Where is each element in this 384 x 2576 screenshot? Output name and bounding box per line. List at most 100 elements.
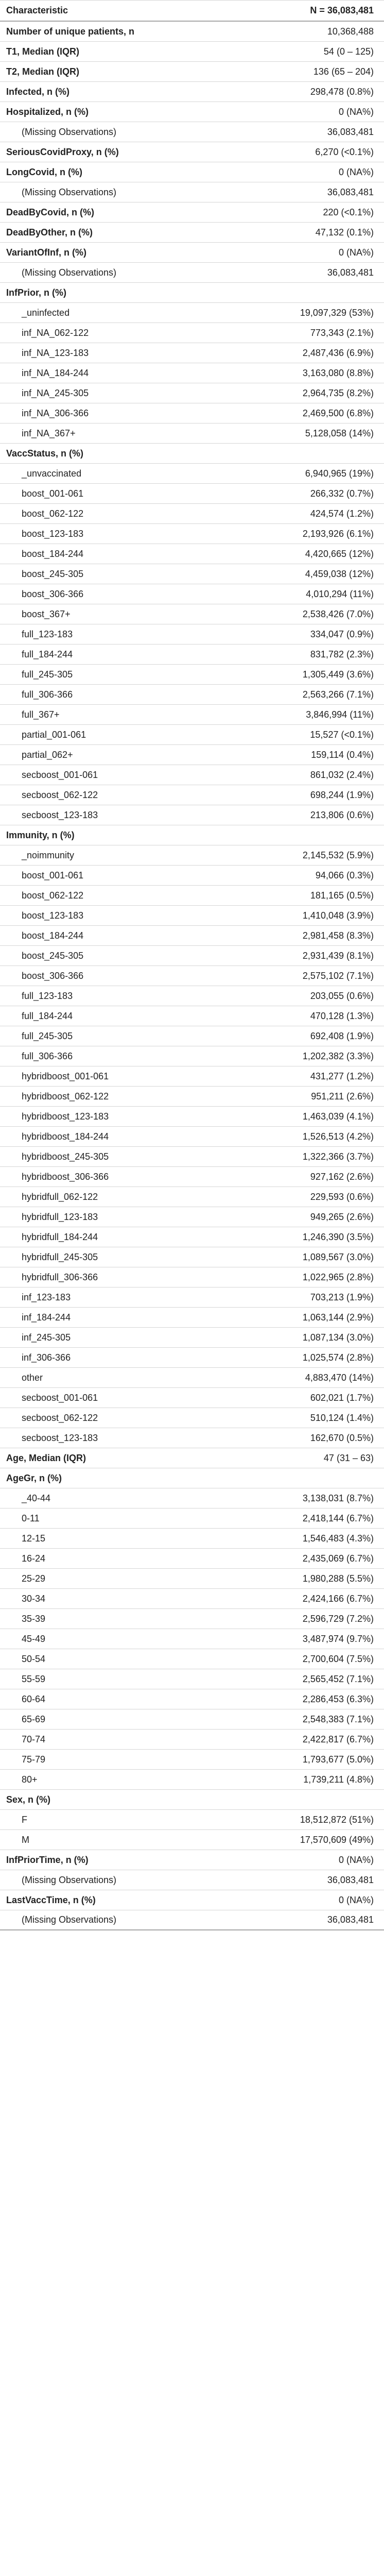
- row-label: boost_306-366: [22, 588, 84, 599]
- row-label: full_245-305: [22, 669, 73, 680]
- row-label: full_123-183: [22, 990, 73, 1001]
- row-value: 266,332 (0.7%): [310, 488, 374, 499]
- row-value: 3,487,974 (9.7%): [302, 1633, 374, 1644]
- row-value: 2,548,383 (7.1%): [302, 1714, 374, 1724]
- table-row: 80+ 1,739,211 (4.8%): [0, 1770, 384, 1790]
- row-label: boost_123-183: [22, 910, 84, 921]
- row-value: 1,087,134 (3.0%): [302, 1332, 374, 1343]
- table-row: _40-44 3,138,031 (8.7%): [0, 1488, 384, 1509]
- table-row: 16-24 2,435,069 (6.7%): [0, 1549, 384, 1569]
- row-value: 2,487,436 (6.9%): [302, 347, 374, 358]
- row-value: 54 (0 – 125): [323, 46, 374, 57]
- table-row: Sex, n (%): [0, 1790, 384, 1810]
- table-row: (Missing Observations) 36,083,481: [0, 122, 384, 142]
- table-row: secboost_062-122 510,124 (1.4%): [0, 1408, 384, 1428]
- table-row: _unvaccinated 6,940,965 (19%): [0, 464, 384, 484]
- row-label: boost_367+: [22, 608, 71, 619]
- row-label: hybridboost_245-305: [22, 1151, 109, 1162]
- table-row: full_123-183 334,047 (0.9%): [0, 624, 384, 645]
- row-value: 4,883,470 (14%): [305, 1372, 374, 1383]
- table-row: hybridboost_123-183 1,463,039 (4.1%): [0, 1107, 384, 1127]
- row-value: 773,343 (2.1%): [310, 327, 374, 338]
- row-label: VariantOfInf, n (%): [6, 247, 87, 258]
- table-row: secboost_001-061 861,032 (2.4%): [0, 765, 384, 785]
- row-value: 0 (NA%): [338, 1894, 374, 1905]
- row-label: inf_NA_306-366: [22, 408, 89, 418]
- summary-table: Characteristic N = 36,083,481 Number of …: [0, 0, 384, 1930]
- row-value: 162,670 (0.5%): [310, 1432, 374, 1443]
- row-value: 213,806 (0.6%): [310, 809, 374, 820]
- table-row: inf_NA_245-305 2,964,735 (8.2%): [0, 383, 384, 403]
- row-value: 4,420,665 (12%): [305, 548, 374, 559]
- row-label: Sex, n (%): [6, 1794, 51, 1805]
- row-value: 949,265 (2.6%): [310, 1211, 374, 1222]
- row-label: hybridfull_184-244: [22, 1231, 98, 1242]
- row-label: boost_001-061: [22, 870, 84, 880]
- row-label: 55-59: [22, 1673, 46, 1684]
- row-label: LongCovid, n (%): [6, 166, 82, 177]
- row-label: hybridfull_123-183: [22, 1211, 98, 1222]
- row-value: 692,408 (1.9%): [310, 1030, 374, 1041]
- row-value: 1,526,513 (4.2%): [302, 1131, 374, 1142]
- row-label: inf_NA_245-305: [22, 387, 89, 398]
- row-label: Number of unique patients, n: [6, 26, 135, 37]
- row-value: 10,368,488: [327, 26, 374, 37]
- table-row: boost_062-122 181,165 (0.5%): [0, 886, 384, 906]
- row-label: inf_123-183: [22, 1292, 71, 1302]
- row-value: 3,138,031 (8.7%): [302, 1493, 374, 1503]
- row-label: Immunity, n (%): [6, 829, 75, 840]
- table-row: partial_062+ 159,114 (0.4%): [0, 745, 384, 765]
- table-row: full_306-366 1,202,382 (3.3%): [0, 1046, 384, 1066]
- row-value: 181,165 (0.5%): [310, 890, 374, 901]
- row-value: 1,246,390 (3.5%): [302, 1231, 374, 1242]
- table-row: (Missing Observations) 36,083,481: [0, 182, 384, 202]
- row-label: secboost_062-122: [22, 1412, 98, 1423]
- table-row: SeriousCovidProxy, n (%) 6,270 (<0.1%): [0, 142, 384, 162]
- table-row: inf_306-366 1,025,574 (2.8%): [0, 1348, 384, 1368]
- row-label: F: [22, 1814, 27, 1825]
- row-value: 18,512,872 (51%): [300, 1814, 374, 1825]
- row-value: 47 (31 – 63): [323, 1452, 374, 1463]
- table-row: boost_367+ 2,538,426 (7.0%): [0, 604, 384, 624]
- table-row: (Missing Observations) 36,083,481: [0, 1910, 384, 1930]
- table-row: 65-69 2,548,383 (7.1%): [0, 1709, 384, 1730]
- row-label: LastVaccTime, n (%): [6, 1894, 96, 1905]
- row-label: secboost_001-061: [22, 769, 98, 780]
- row-label: boost_306-366: [22, 970, 84, 981]
- row-label: full_367+: [22, 709, 60, 720]
- table-row: full_184-244 831,782 (2.3%): [0, 645, 384, 665]
- table-row: inf_NA_123-183 2,487,436 (6.9%): [0, 343, 384, 363]
- table-row: inf_NA_306-366 2,469,500 (6.8%): [0, 403, 384, 423]
- row-label: hybridboost_184-244: [22, 1131, 109, 1142]
- row-value: 2,563,266 (7.1%): [302, 689, 374, 700]
- row-value: 1,546,483 (4.3%): [302, 1533, 374, 1544]
- row-label: (Missing Observations): [22, 187, 117, 197]
- table-row: 60-64 2,286,453 (6.3%): [0, 1689, 384, 1709]
- row-label: 50-54: [22, 1653, 46, 1664]
- row-label: VaccStatus, n (%): [6, 448, 84, 459]
- row-value: 831,782 (2.3%): [310, 649, 374, 659]
- table-row: 0-11 2,418,144 (6.7%): [0, 1509, 384, 1529]
- row-label: 25-29: [22, 1573, 46, 1584]
- row-value: 229,593 (0.6%): [310, 1191, 374, 1202]
- table-row: boost_306-366 2,575,102 (7.1%): [0, 966, 384, 986]
- table-row: Number of unique patients, n 10,368,488: [0, 22, 384, 42]
- table-row: hybridfull_062-122 229,593 (0.6%): [0, 1187, 384, 1207]
- table-row: LastVaccTime, n (%) 0 (NA%): [0, 1890, 384, 1910]
- table-row: LongCovid, n (%) 0 (NA%): [0, 162, 384, 182]
- table-row: hybridboost_001-061 431,277 (1.2%): [0, 1066, 384, 1087]
- table-row: hybridboost_306-366 927,162 (2.6%): [0, 1167, 384, 1187]
- row-label: inf_184-244: [22, 1312, 71, 1323]
- row-value: 5,128,058 (14%): [305, 428, 374, 438]
- row-label: inf_245-305: [22, 1332, 71, 1343]
- header-characteristic: Characteristic: [6, 5, 68, 15]
- row-value: 2,931,439 (8.1%): [302, 950, 374, 961]
- row-label: _noimmunity: [22, 850, 75, 860]
- table-row: boost_062-122 424,574 (1.2%): [0, 504, 384, 524]
- row-label: T1, Median (IQR): [6, 46, 80, 57]
- row-label: AgeGr, n (%): [6, 1472, 62, 1483]
- row-label: 16-24: [22, 1553, 46, 1564]
- row-value: 1,322,366 (3.7%): [302, 1151, 374, 1162]
- row-value: 159,114 (0.4%): [311, 749, 374, 760]
- table-row: 35-39 2,596,729 (7.2%): [0, 1609, 384, 1629]
